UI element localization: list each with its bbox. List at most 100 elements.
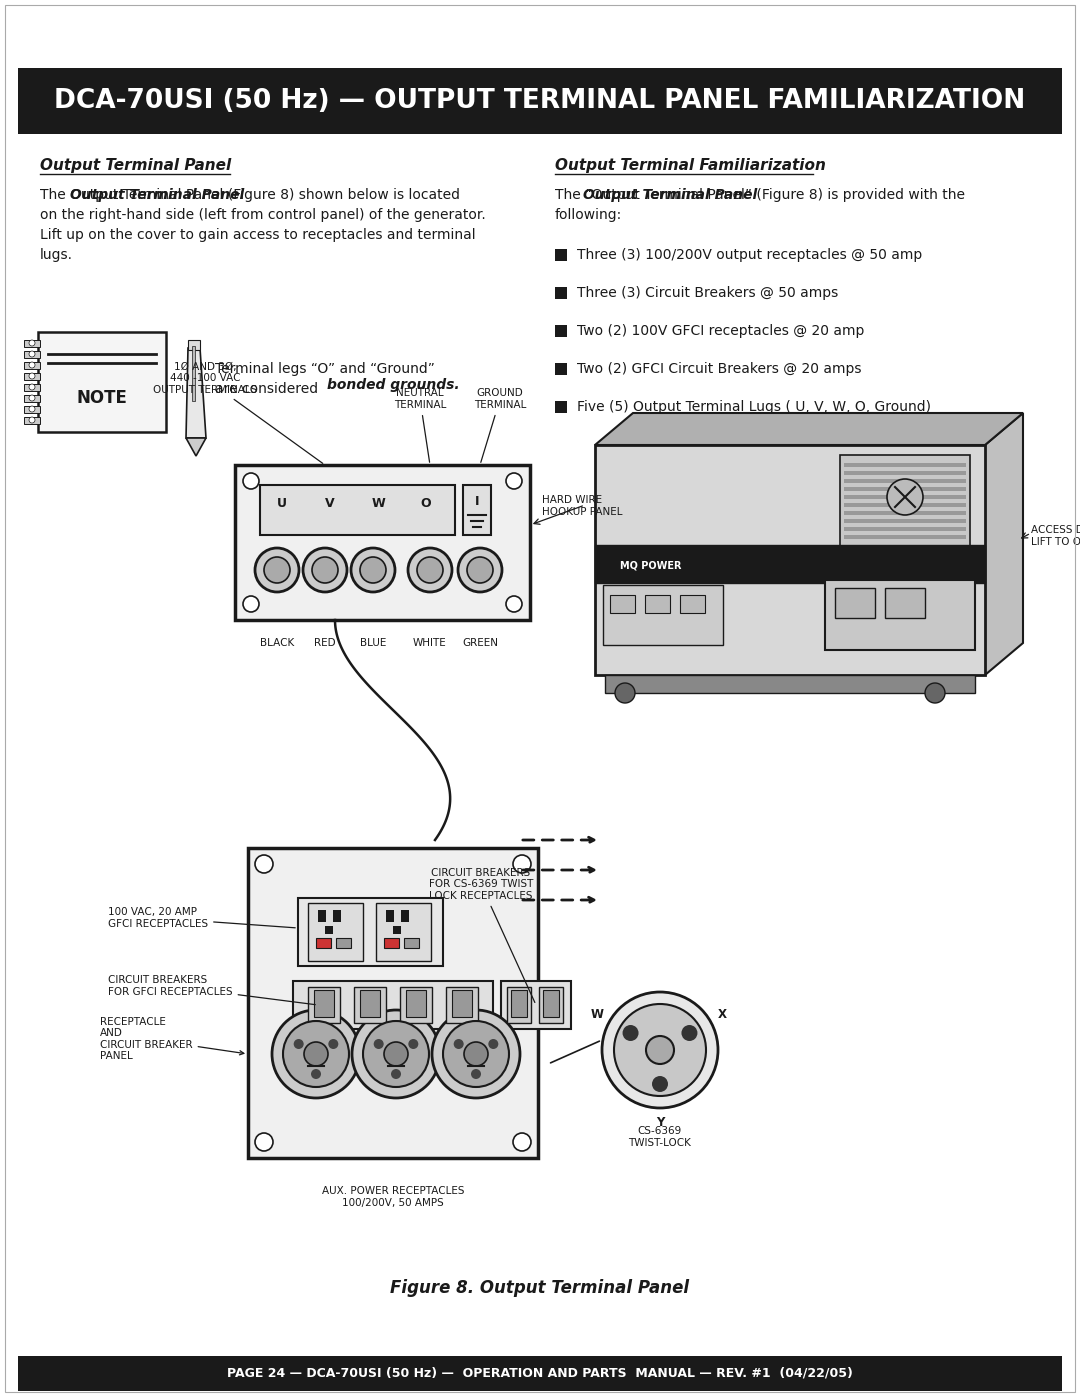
Bar: [293, 981, 492, 1030]
Text: Three (3) 100/200V output receptacles @ 50 amp: Three (3) 100/200V output receptacles @ …: [577, 249, 922, 263]
Circle shape: [243, 474, 259, 489]
Text: ACCESS DOOR
LIFT TO OPEN: ACCESS DOOR LIFT TO OPEN: [1031, 525, 1080, 546]
Circle shape: [255, 1133, 273, 1151]
Text: X: X: [718, 1007, 727, 1020]
Bar: [24, 351, 40, 358]
Bar: [825, 580, 975, 650]
Circle shape: [488, 1039, 498, 1049]
Circle shape: [29, 373, 35, 379]
Circle shape: [29, 351, 35, 358]
Bar: [24, 339, 40, 346]
Text: NOTE: NOTE: [77, 388, 127, 407]
Circle shape: [887, 479, 923, 515]
Bar: [843, 495, 966, 499]
Text: Two (2) 100V GFCI receptacles @ 20 amp: Two (2) 100V GFCI receptacles @ 20 amp: [577, 324, 864, 338]
Circle shape: [29, 395, 35, 401]
Circle shape: [507, 474, 522, 489]
Bar: [843, 520, 966, 522]
Bar: [843, 488, 966, 490]
Text: RED: RED: [314, 638, 336, 648]
Bar: [843, 471, 966, 475]
Bar: [603, 585, 723, 645]
Bar: [38, 332, 166, 432]
Circle shape: [391, 1069, 401, 1078]
Bar: [401, 909, 409, 922]
Bar: [260, 485, 455, 535]
Text: GROUND
TERMINAL: GROUND TERMINAL: [474, 388, 526, 462]
Bar: [393, 926, 401, 935]
Circle shape: [408, 548, 453, 592]
Circle shape: [652, 1076, 669, 1092]
Text: W: W: [591, 1007, 604, 1020]
Bar: [308, 902, 363, 961]
Bar: [400, 988, 432, 1023]
Text: U: U: [276, 497, 287, 510]
Bar: [840, 455, 970, 550]
Text: Output Terminal Panel: Output Terminal Panel: [40, 158, 231, 173]
Polygon shape: [595, 414, 1023, 446]
Text: Five (5) Output Terminal Lugs ( U, V, W, O, Ground): Five (5) Output Terminal Lugs ( U, V, W,…: [577, 400, 931, 414]
Circle shape: [264, 557, 291, 583]
Circle shape: [443, 1021, 509, 1087]
Circle shape: [458, 548, 502, 592]
Bar: [24, 407, 40, 414]
Circle shape: [283, 1021, 349, 1087]
Bar: [386, 909, 394, 922]
Circle shape: [602, 992, 718, 1108]
Bar: [595, 545, 985, 583]
Bar: [843, 462, 966, 467]
Circle shape: [363, 1021, 429, 1087]
Text: W: W: [372, 497, 384, 510]
Bar: [555, 363, 567, 374]
Text: PAGE 24 — DCA-70USI (50 Hz) —  OPERATION AND PARTS  MANUAL — REV. #1  (04/22/05): PAGE 24 — DCA-70USI (50 Hz) — OPERATION …: [227, 1366, 853, 1379]
Circle shape: [29, 416, 35, 423]
Bar: [555, 401, 567, 414]
Bar: [446, 988, 478, 1023]
Circle shape: [646, 1037, 674, 1065]
Text: CS-6369
TWIST-LOCK: CS-6369 TWIST-LOCK: [629, 1126, 691, 1147]
Circle shape: [311, 1069, 321, 1078]
Text: 100 VAC, 20 AMP
GFCI RECEPTACLES: 100 VAC, 20 AMP GFCI RECEPTACLES: [108, 907, 295, 929]
Bar: [354, 988, 386, 1023]
Circle shape: [471, 1069, 481, 1078]
Text: DCA-70USI (50 Hz) — OUTPUT TERMINAL PANEL FAMILIARIZATION: DCA-70USI (50 Hz) — OUTPUT TERMINAL PANE…: [54, 88, 1026, 115]
Text: Output Terminal Panel: Output Terminal Panel: [583, 189, 757, 203]
Circle shape: [681, 1025, 698, 1041]
Bar: [543, 990, 559, 1017]
Circle shape: [255, 548, 299, 592]
Text: I: I: [475, 495, 480, 509]
Text: BLACK: BLACK: [260, 638, 294, 648]
Polygon shape: [186, 439, 206, 455]
Bar: [18, 68, 1062, 134]
Circle shape: [352, 1010, 440, 1098]
Bar: [539, 988, 563, 1023]
Text: The “Output Terminal Panel” (Figure 8) is provided with the
following:: The “Output Terminal Panel” (Figure 8) i…: [555, 189, 966, 222]
Circle shape: [351, 548, 395, 592]
Bar: [843, 527, 966, 531]
Circle shape: [303, 548, 347, 592]
Text: O: O: [421, 497, 431, 510]
Bar: [24, 373, 40, 380]
Circle shape: [272, 1010, 360, 1098]
Circle shape: [513, 1133, 531, 1151]
Text: Two (2) GFCI Circuit Breakers @ 20 amps: Two (2) GFCI Circuit Breakers @ 20 amps: [577, 362, 862, 376]
Bar: [235, 465, 530, 620]
Bar: [843, 535, 966, 539]
Bar: [24, 395, 40, 402]
Bar: [610, 595, 635, 613]
Text: RECEPTACLE
AND
CIRCUIT BREAKER
PANEL: RECEPTACLE AND CIRCUIT BREAKER PANEL: [100, 1017, 244, 1062]
Polygon shape: [186, 348, 206, 439]
Bar: [507, 988, 531, 1023]
Bar: [463, 485, 491, 535]
Circle shape: [360, 557, 386, 583]
Bar: [843, 479, 966, 483]
Bar: [376, 902, 431, 961]
Bar: [24, 416, 40, 425]
Circle shape: [328, 1039, 338, 1049]
Bar: [308, 988, 340, 1023]
Bar: [248, 848, 538, 1158]
Bar: [360, 990, 380, 1017]
Circle shape: [243, 597, 259, 612]
Circle shape: [615, 683, 635, 703]
Bar: [511, 990, 527, 1017]
